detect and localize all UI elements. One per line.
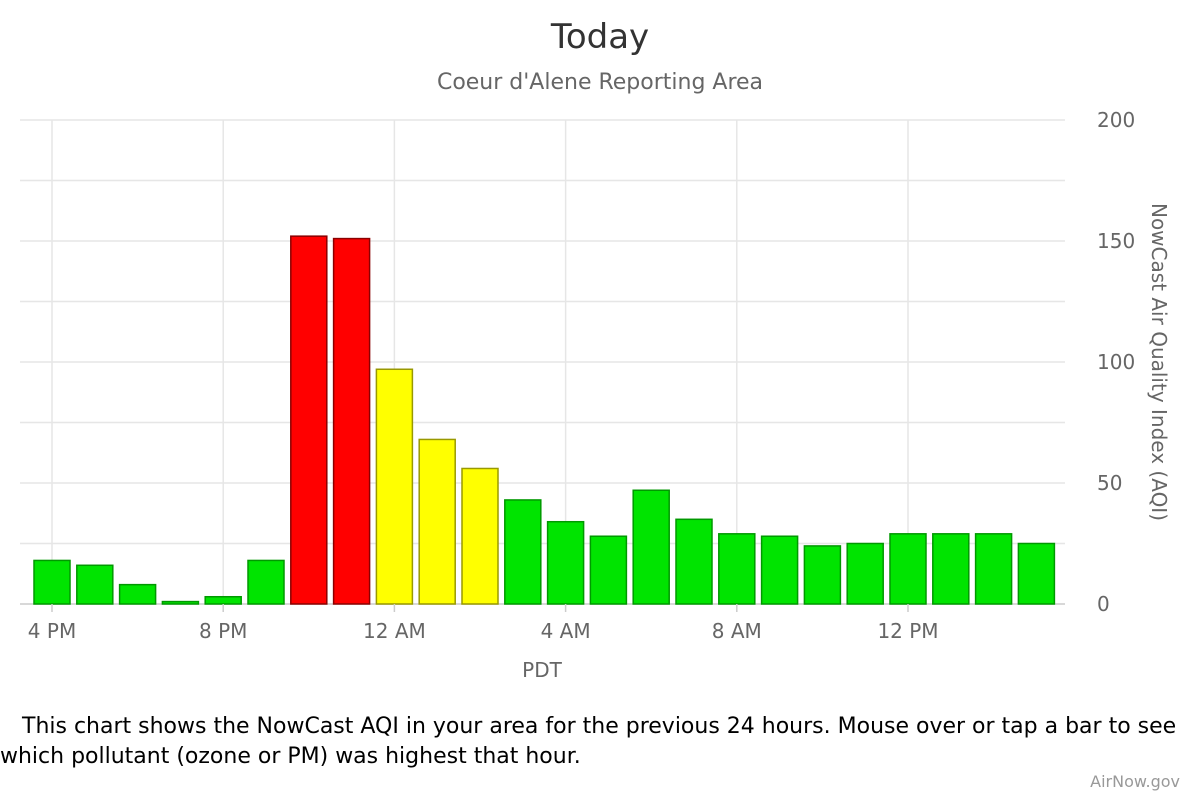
aqi-bar[interactable] <box>1017 542 1056 605</box>
aqi-bar[interactable] <box>889 533 927 605</box>
aqi-bar[interactable] <box>546 520 585 605</box>
aqi-bar[interactable] <box>632 489 670 605</box>
x-tick-label: 12 PM <box>877 619 938 643</box>
caption-line-2: which pollutant (ozone or PM) was highes… <box>0 744 581 769</box>
aqi-bar[interactable] <box>375 368 414 605</box>
chart-subtitle: Coeur d'Alene Reporting Area <box>437 70 763 95</box>
y-tick-label: 100 <box>1097 350 1135 374</box>
aqi-bar[interactable] <box>418 438 456 605</box>
y-tick-label: 200 <box>1097 108 1135 132</box>
x-axis-label: PDT <box>522 658 562 682</box>
x-tick-label: 4 AM <box>541 619 591 643</box>
x-tick-label: 12 AM <box>363 619 426 643</box>
x-tick-label: 4 PM <box>28 619 76 643</box>
aqi-bar[interactable] <box>33 559 71 605</box>
aqi-bar[interactable] <box>932 533 970 605</box>
caption-line-1: This chart shows the NowCast AQI in your… <box>22 714 1177 739</box>
axes: 0 50 100 150 200 4 PM 8 PM 12 AM 4 AM 8 AM 12 PM <box>28 108 1135 643</box>
aqi-bar[interactable] <box>675 518 713 605</box>
aqi-bar[interactable] <box>760 535 799 605</box>
grid-lines <box>20 119 1065 605</box>
y-tick-label: 0 <box>1097 592 1110 616</box>
y-tick-label: 50 <box>1097 471 1122 495</box>
aqi-bar[interactable] <box>974 533 1013 605</box>
aqi-bar[interactable] <box>247 559 285 605</box>
bars <box>33 235 1056 605</box>
aqi-bar[interactable] <box>118 583 157 605</box>
aqi-bar[interactable] <box>204 595 242 605</box>
aqi-bar[interactable] <box>589 535 628 605</box>
aqi-bar[interactable] <box>846 542 884 605</box>
aqi-bar[interactable] <box>76 564 114 605</box>
credit-text[interactable]: AirNow.gov <box>1090 772 1180 791</box>
aqi-bar[interactable] <box>332 237 371 605</box>
chart-caption: This chart shows the NowCast AQI in your… <box>0 712 1200 772</box>
aqi-bar[interactable] <box>290 235 328 605</box>
aqi-bar[interactable] <box>504 499 542 605</box>
aqi-bar[interactable] <box>718 533 756 605</box>
y-tick-label: 150 <box>1097 229 1135 253</box>
aqi-bar[interactable] <box>803 545 842 605</box>
aqi-chart: 0 50 100 150 200 4 PM 8 PM 12 AM 4 AM 8 AM 12 PM T… <box>20 17 1171 682</box>
chart-title: Today <box>550 17 649 57</box>
x-tick-label: 8 PM <box>199 619 247 643</box>
aqi-bar[interactable] <box>461 467 499 605</box>
x-tick-label: 8 AM <box>712 619 762 643</box>
aqi-bar[interactable] <box>161 600 200 605</box>
y-axis-label: NowCast Air Quality Index (AQI) <box>1147 203 1171 521</box>
